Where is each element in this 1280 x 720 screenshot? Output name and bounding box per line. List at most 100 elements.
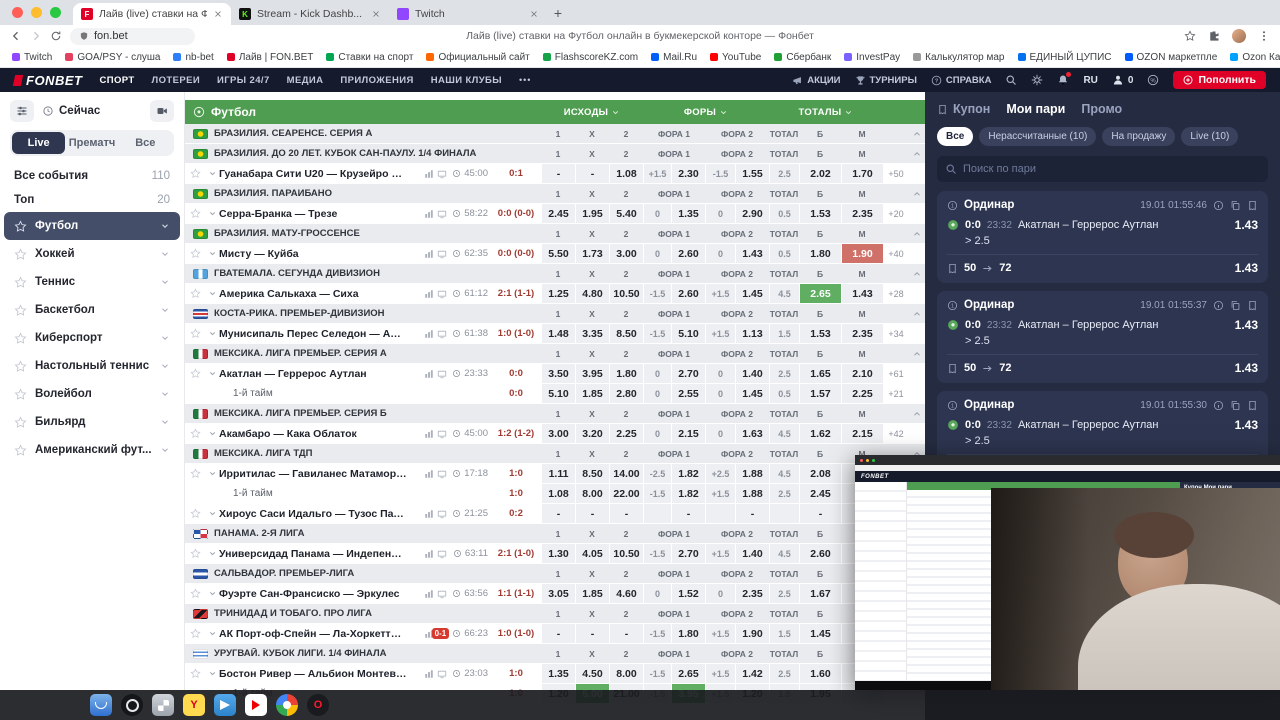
odds-cell[interactable]: 1.43 [735, 244, 769, 263]
coupon-tab-0[interactable]: Купон [937, 102, 990, 116]
favorite-star-icon[interactable] [185, 628, 205, 639]
odds-cell[interactable]: 2.60 [671, 284, 705, 303]
telegram-app-icon[interactable] [214, 694, 236, 716]
odds-cell[interactable]: 5.10 [671, 324, 705, 343]
odds-cell[interactable]: 1.85 [575, 584, 609, 603]
bookmark-item[interactable]: Сбербанк [774, 52, 831, 63]
odds-cell[interactable]: 14.00 [609, 464, 643, 483]
bookmark-item[interactable]: Ставки на спорт [326, 52, 413, 63]
odds-cell[interactable]: 3.95 [575, 364, 609, 383]
odds-cell[interactable]: 1.25 [541, 284, 575, 303]
favorite-star-icon[interactable] [185, 588, 205, 599]
expand-chevron-icon[interactable] [205, 629, 219, 638]
sidebar-item-sport[interactable]: Бильярд [4, 408, 180, 436]
sidebar-item-active-sport[interactable]: Футбол [4, 212, 180, 240]
odds-cell[interactable]: 8.50 [575, 464, 609, 483]
more-markets-count[interactable]: +34 [888, 328, 904, 339]
deposit-button[interactable]: Пополнить [1173, 71, 1266, 89]
odds-cell[interactable]: 8.50 [609, 324, 643, 343]
bookmark-item[interactable]: Ozon Карта [1230, 52, 1280, 63]
column-menu-1[interactable]: ФОРЫ [643, 107, 769, 118]
odds-cell[interactable]: - [541, 624, 575, 643]
odds-cell[interactable]: 1.08 [541, 484, 575, 503]
nav-item[interactable]: ИГРЫ 24/7 [217, 74, 270, 86]
zoom-window-button[interactable] [50, 7, 61, 18]
favorite-star-icon[interactable] [185, 248, 205, 259]
odds-cell[interactable]: 4.50 [575, 664, 609, 683]
league-header-row[interactable]: КОСТА-РИКА. ПРЕМЬЕР-ДИВИЗИОН 1 X 2 ФОРА 1 ФОР… [185, 304, 925, 324]
video-streams-button[interactable] [150, 100, 174, 122]
odds-cell[interactable]: 3.00 [609, 244, 643, 263]
segment-все[interactable]: Все [135, 137, 156, 149]
opera-app-icon[interactable] [307, 694, 329, 716]
odds-cell[interactable]: 22.00 [609, 484, 643, 503]
league-header-row[interactable]: БРАЗИЛИЯ. ПАРАИБАНО 1 X 2 ФОРА 1 ФОРА 2 ТОТАЛ Б… [185, 184, 925, 204]
expand-chevron-icon[interactable] [205, 549, 219, 558]
odds-cell[interactable]: 1.88 [735, 484, 769, 503]
sidebar-item-sport[interactable]: Киберспорт [4, 324, 180, 352]
odds-cell[interactable]: 2.25 [609, 424, 643, 443]
bookmark-item[interactable]: Twitch [12, 52, 52, 63]
match-row[interactable]: Бостон Ривер — Альбион Монтевидео 23:03 1:… [185, 664, 925, 684]
odds-cell[interactable]: 1.82 [671, 484, 705, 503]
odds-cell[interactable]: 2.70 [671, 364, 705, 383]
info-icon[interactable] [1213, 200, 1224, 211]
bet-search[interactable] [937, 156, 1268, 182]
collapse-chevron-icon[interactable] [909, 309, 925, 319]
filter-chip[interactable]: Все [937, 127, 974, 146]
segment-live[interactable]: Live [12, 132, 66, 154]
odds-cell[interactable]: 1.80 [799, 244, 841, 263]
expand-chevron-icon[interactable] [205, 209, 219, 218]
odds-cell[interactable]: - [541, 504, 575, 523]
league-header-row[interactable]: МЕКСИКА. ЛИГА ПРЕМЬЕР. СЕРИЯ Б 1 X 2 ФОРА 1 Ф… [185, 404, 925, 424]
odds-cell[interactable]: 1.40 [735, 544, 769, 563]
nav-link-megaphone[interactable]: АКЦИИ [792, 75, 841, 86]
odds-cell[interactable]: - [575, 164, 609, 183]
odds-cell[interactable]: 1.48 [541, 324, 575, 343]
expand-chevron-icon[interactable] [205, 429, 219, 438]
more-markets-count[interactable]: +20 [888, 208, 904, 219]
favorite-star-icon[interactable] [185, 428, 205, 439]
nav-item[interactable]: МЕДИА [286, 74, 324, 86]
match-row[interactable]: Мунисипаль Перес Селедон — Алахуэле... 61… [185, 324, 925, 344]
favorite-star-icon[interactable] [185, 328, 205, 339]
extensions-puzzle-icon[interactable] [1208, 30, 1220, 42]
expand-chevron-icon[interactable] [205, 289, 219, 298]
odds-cell[interactable]: - [609, 504, 643, 523]
odds-cell[interactable]: 2.60 [671, 244, 705, 263]
bookmark-item[interactable]: GOA/PSY - слуша [65, 52, 160, 63]
browser-tab[interactable]: Twitch [389, 3, 547, 25]
league-header-row[interactable]: БРАЗИЛИЯ. МАТУ-ГРОССЕНСЕ 1 X 2 ФОРА 1 ФОРА 2 Т… [185, 224, 925, 244]
odds-cell[interactable]: 2.45 [799, 484, 841, 503]
odds-cell[interactable]: 1.67 [799, 584, 841, 603]
bookmark-item[interactable]: Лайв | FON.BET [226, 52, 313, 63]
odds-cell[interactable]: 3.35 [575, 324, 609, 343]
odds-cell[interactable]: 1.40 [735, 364, 769, 383]
now-filter[interactable]: Сейчас [42, 105, 142, 117]
favorite-star-icon[interactable] [185, 468, 205, 479]
odds-cell[interactable]: - [575, 624, 609, 643]
odds-cell[interactable]: 5.50 [541, 244, 575, 263]
settings-gear-icon[interactable] [1031, 74, 1043, 86]
receipt-icon[interactable] [1247, 200, 1258, 211]
sidebar-item-sport[interactable]: Баскетбол [4, 296, 180, 324]
odds-cell[interactable]: 1.60 [799, 664, 841, 683]
nav-more-button[interactable]: ••• [518, 75, 532, 85]
odds-cell[interactable]: 2.35 [841, 324, 883, 343]
odds-cell[interactable]: 1.90 [735, 624, 769, 643]
odds-cell[interactable]: - [671, 504, 705, 523]
nav-link-question[interactable]: ? СПРАВКА [931, 75, 991, 86]
favorite-star-icon[interactable] [185, 168, 205, 179]
match-row[interactable]: Серра-Бранка — Трезе 58:22 0:0 (0-0) 2.45 1.… [185, 204, 925, 224]
odds-cell[interactable]: 10.50 [609, 284, 643, 303]
league-header-row[interactable]: САЛЬВАДОР. ПРЕМЬЕР-ЛИГА 1 X 2 ФОРА 1 ФОРА 2 ТО… [185, 564, 925, 584]
odds-cell[interactable]: 1.80 [609, 364, 643, 383]
odds-cell[interactable]: - [575, 504, 609, 523]
menu-dots-icon[interactable] [1258, 30, 1270, 42]
odds-cell[interactable]: 4.60 [609, 584, 643, 603]
odds-cell[interactable]: 1.73 [575, 244, 609, 263]
receipt-icon[interactable] [1247, 300, 1258, 311]
match-row[interactable]: АК Порт-оф-Спейн — Ла-Хоркетта Рей... 0-1… [185, 624, 925, 644]
match-row[interactable]: Мисту — Куйба 62:35 0:0 (0-0) 5.50 1.73 3.00 0… [185, 244, 925, 264]
odds-cell[interactable]: 1.45 [735, 384, 769, 403]
